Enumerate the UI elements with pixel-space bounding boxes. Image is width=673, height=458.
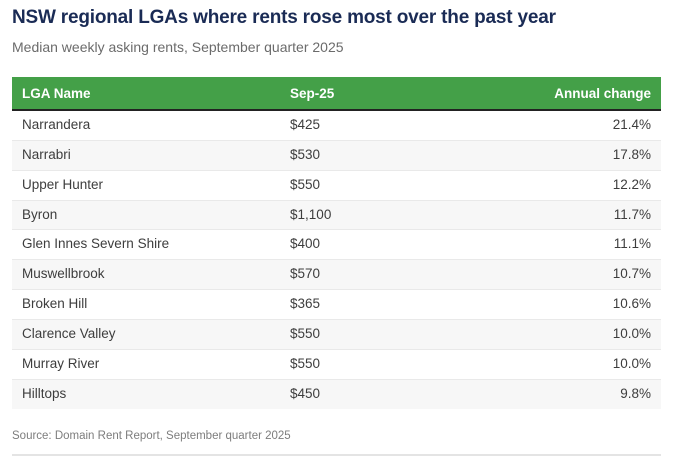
page-subtitle: Median weekly asking rents, September qu… [12,38,344,55]
lga-name-cell: Narrandera [22,117,91,133]
table-row: Murray River $550 10.0% [12,349,661,379]
rent-cell: $425 [290,117,321,133]
lga-name-cell: Murray River [22,355,100,371]
rent-cell: $570 [290,266,321,282]
lga-name-cell: Broken Hill [22,296,88,312]
change-cell: 12.2% [612,176,651,192]
lga-name-cell: Clarence Valley [22,326,116,342]
change-cell: 17.8% [612,146,651,162]
lga-name-cell: Hilltops [22,385,67,401]
change-cell: 10.0% [612,355,651,371]
change-cell: 10.6% [612,296,651,312]
table-row: Clarence Valley $550 10.0% [12,319,661,350]
table-body: Narrandera $425 21.4% Narrabri $530 17.8… [12,110,661,409]
column-header-rent: Sep-25 [280,76,521,112]
column-header-lga: LGA Name [12,76,281,112]
rent-cell: $550 [290,176,321,192]
table-row: Broken Hill $365 10.6% [12,289,661,320]
rent-cell: $450 [290,385,321,401]
source-note: Source: Domain Rent Report, September qu… [12,429,291,442]
rent-cell: $1,100 [290,206,332,222]
change-cell: 10.7% [612,266,651,282]
lga-name-cell: Byron [22,206,58,222]
table-row: Hilltops $450 9.8% [12,379,661,409]
rent-table: LGA Name Sep-25 Annual change Narrandera… [12,76,661,409]
lga-name-cell: Narrabri [22,146,71,162]
change-cell: 11.1% [613,236,651,252]
table-row: Byron $1,100 11.7% [12,200,661,230]
change-cell: 11.7% [613,206,651,222]
table-row: Upper Hunter $550 12.2% [12,170,661,200]
rent-cell: $530 [290,146,321,162]
lga-name-cell: Upper Hunter [22,176,104,192]
lga-name-cell: Muswellbrook [22,266,105,282]
change-cell: 10.0% [612,326,651,342]
table-header: LGA Name Sep-25 Annual change [12,76,661,112]
column-header-change: Annual change [520,76,661,112]
table-row: Narrabri $530 17.8% [12,140,661,171]
lga-name-cell: Glen Innes Severn Shire [22,236,170,252]
rent-cell: $550 [290,355,321,371]
change-cell: 9.8% [620,385,651,401]
table-header-row: LGA Name Sep-25 Annual change [12,76,661,112]
change-cell: 21.4% [612,117,651,133]
page-title: NSW regional LGAs where rents rose most … [12,7,556,28]
rent-cell: $400 [290,236,321,252]
table-row: Glen Innes Severn Shire $400 11.1% [12,229,661,260]
rent-cell: $365 [290,296,321,312]
table-row: Muswellbrook $570 10.7% [12,259,661,290]
footer-divider [12,454,661,457]
rent-cell: $550 [290,326,321,342]
table-row: Narrandera $425 21.4% [12,110,661,140]
